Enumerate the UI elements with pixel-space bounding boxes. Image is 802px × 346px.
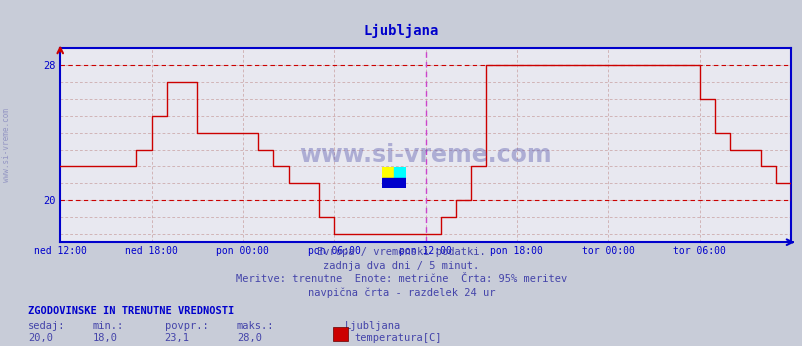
Text: 20,0: 20,0 — [28, 333, 53, 343]
Text: Ljubljana: Ljubljana — [363, 24, 439, 38]
Bar — [381, 177, 405, 188]
Text: ZGODOVINSKE IN TRENUTNE VREDNOSTI: ZGODOVINSKE IN TRENUTNE VREDNOSTI — [28, 306, 234, 316]
Text: Evropa / vremenski podatki.
zadnja dva dni / 5 minut.
Meritve: trenutne  Enote: : Evropa / vremenski podatki. zadnja dva d… — [236, 247, 566, 298]
Text: 23,1: 23,1 — [164, 333, 189, 343]
Text: www.si-vreme.com: www.si-vreme.com — [299, 143, 551, 167]
Text: min.:: min.: — [92, 321, 124, 331]
Text: 28,0: 28,0 — [237, 333, 261, 343]
Text: sedaj:: sedaj: — [28, 321, 66, 331]
Text: maks.:: maks.: — [237, 321, 274, 331]
Text: 18,0: 18,0 — [92, 333, 117, 343]
Text: temperatura[C]: temperatura[C] — [354, 333, 441, 343]
Text: Ljubljana: Ljubljana — [345, 321, 401, 331]
Text: povpr.:: povpr.: — [164, 321, 208, 331]
Bar — [381, 167, 393, 177]
Bar — [393, 167, 405, 177]
Text: www.si-vreme.com: www.si-vreme.com — [2, 108, 11, 182]
